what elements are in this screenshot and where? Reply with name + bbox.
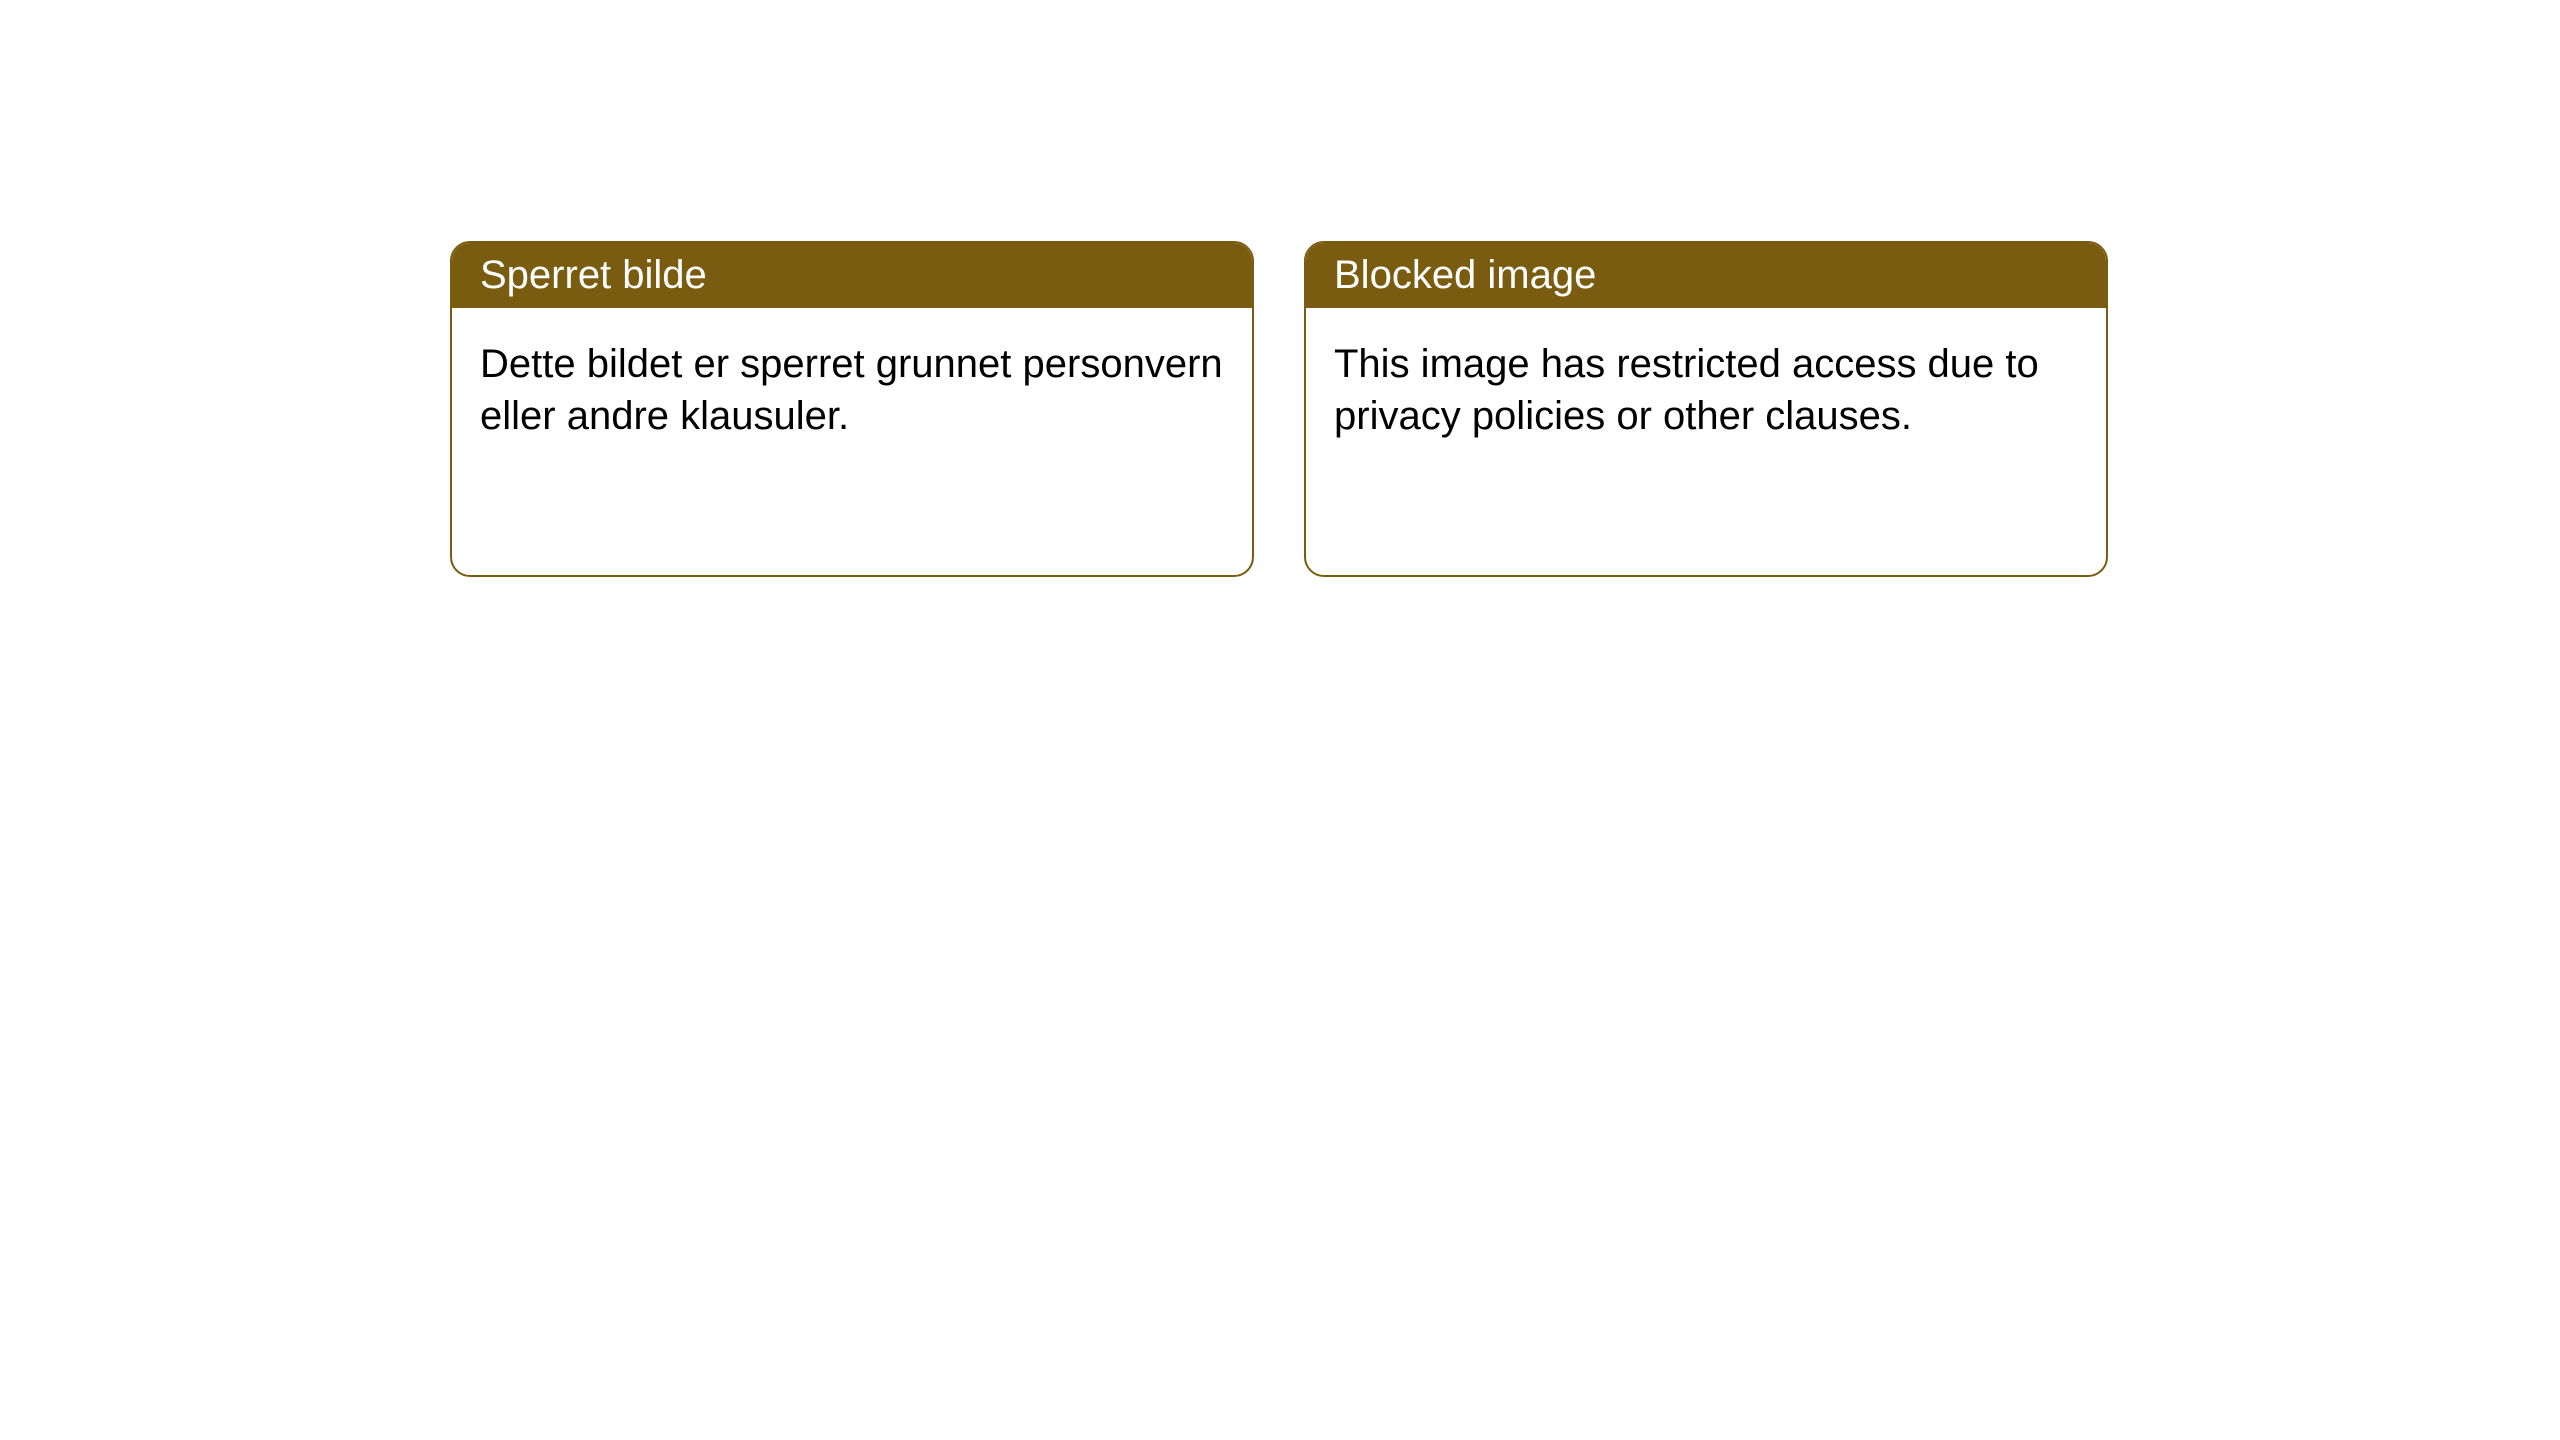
notice-header: Sperret bilde — [452, 243, 1252, 308]
notice-body: Dette bildet er sperret grunnet personve… — [452, 308, 1252, 472]
notice-container: Sperret bilde Dette bildet er sperret gr… — [0, 0, 2560, 577]
notice-title: Sperret bilde — [480, 253, 707, 297]
notice-title: Blocked image — [1334, 253, 1596, 297]
notice-body: This image has restricted access due to … — [1306, 308, 2106, 472]
notice-card-norwegian: Sperret bilde Dette bildet er sperret gr… — [450, 241, 1254, 577]
notice-body-text: Dette bildet er sperret grunnet personve… — [480, 342, 1223, 438]
notice-body-text: This image has restricted access due to … — [1334, 342, 2039, 438]
notice-header: Blocked image — [1306, 243, 2106, 308]
notice-card-english: Blocked image This image has restricted … — [1304, 241, 2108, 577]
